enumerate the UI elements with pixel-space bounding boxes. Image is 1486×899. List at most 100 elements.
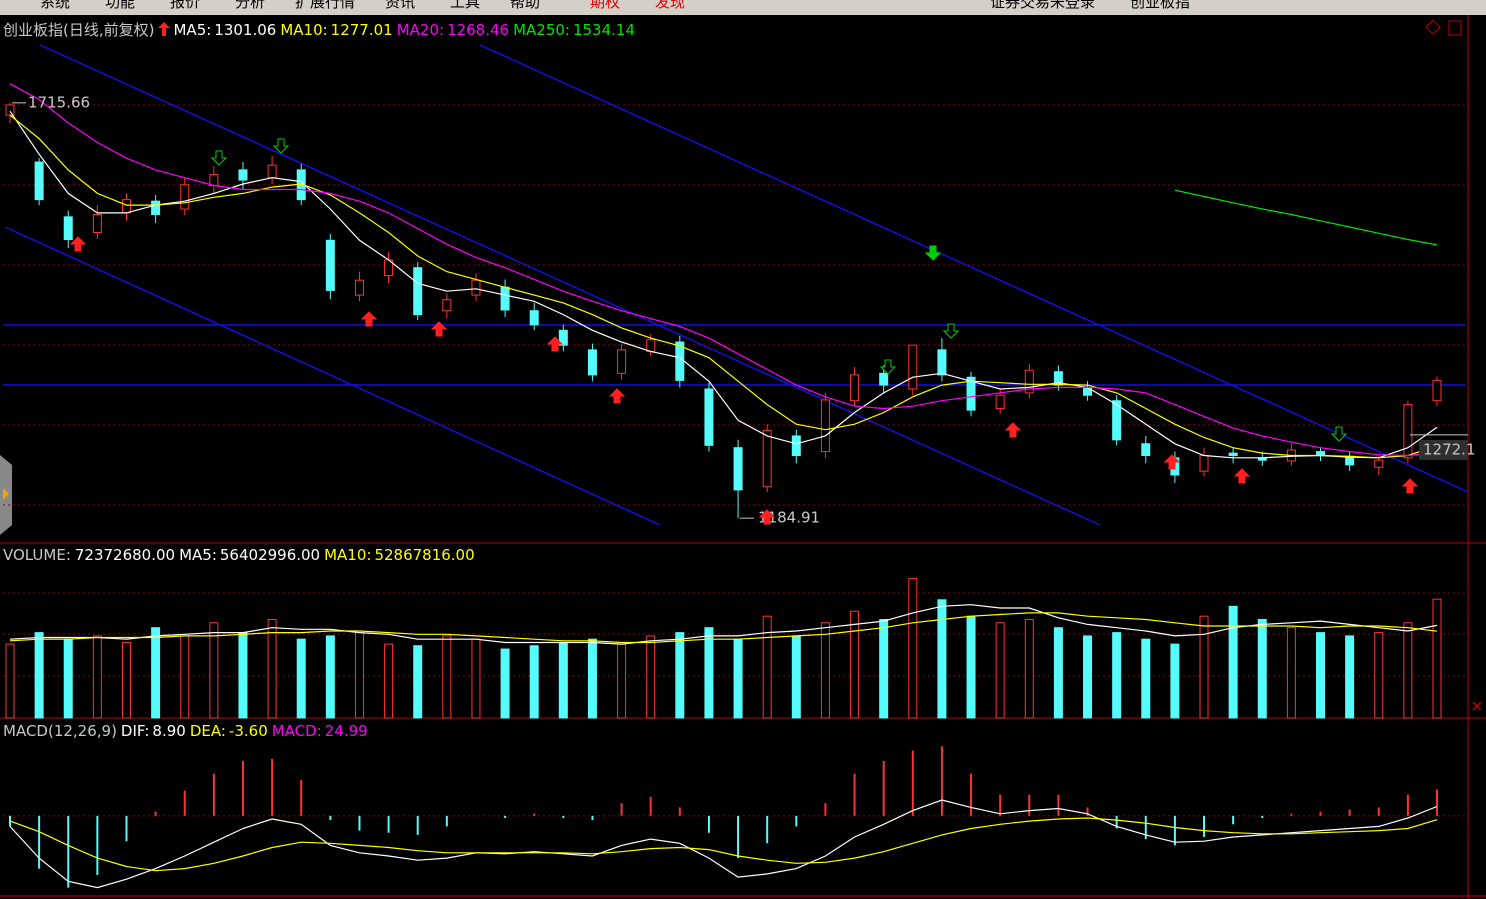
channel-line [4, 226, 661, 526]
signal-arrow [758, 509, 776, 525]
menu-bar: 系统 功能 报价 分析 扩展行情 资讯 工具 帮助 期权 发现 证券交易未登录 创业板指 [0, 0, 1486, 15]
menu-item[interactable]: 功能 [105, 0, 136, 11]
volume-bar [500, 648, 510, 719]
volume-bar [121, 641, 131, 719]
volume-bar [587, 638, 597, 719]
volume-bar [413, 645, 423, 719]
volume-bar [34, 632, 44, 719]
candle-body [1024, 369, 1034, 394]
volume-bar [209, 622, 219, 719]
candle-body [558, 329, 568, 346]
candle-body [1112, 400, 1122, 441]
candle-body [1053, 371, 1063, 386]
indicator-name: MA250: [513, 21, 570, 39]
volume-bar [646, 635, 656, 719]
candle-body [354, 279, 364, 296]
indicator-value: -3.60 [228, 722, 268, 740]
menu-item[interactable]: 报价 [170, 0, 201, 11]
volume-bar [675, 632, 685, 719]
volume-bar [1053, 627, 1063, 719]
signal-arrow [1401, 478, 1419, 494]
menu-item[interactable]: 分析 [235, 0, 266, 11]
volume-bar [617, 643, 627, 719]
volume-bar [180, 635, 190, 719]
indicator-value: 72372680.00 [74, 546, 176, 564]
volume-bar [63, 638, 73, 719]
volume-bar [1141, 638, 1151, 719]
candle-body [820, 399, 830, 453]
indicator-value: 56402996.00 [219, 546, 321, 564]
volume-bar [908, 577, 918, 719]
volume-bar [558, 641, 568, 719]
chart: ✕ 1715.66 1184.91 1272.1 [0, 15, 1486, 899]
volume-bar [267, 618, 277, 719]
candle-body [238, 169, 248, 181]
volume-bar [354, 632, 364, 719]
candle-body [733, 447, 743, 491]
volume-bar [5, 643, 15, 719]
candle-body [675, 341, 685, 381]
symbol-name: 创业板指 [1130, 0, 1191, 11]
indicator-name: DEA: [189, 722, 226, 740]
signal-arrow [1163, 454, 1181, 470]
candle-body [850, 374, 860, 402]
candle-body [500, 286, 510, 311]
volume-bar [704, 627, 714, 719]
indicator-name: MA10: [280, 21, 328, 39]
volume-header: VOLUME: 72372680.00 MA5: 56402996.00 MA10: 52… [3, 546, 479, 564]
volume-bar [471, 638, 481, 719]
volume-bar [1286, 627, 1296, 719]
volume-bar [733, 638, 743, 719]
candle-body [151, 200, 161, 215]
volume-bar [1257, 618, 1267, 719]
menu-item[interactable]: 期权 [590, 0, 621, 11]
volume-bar [92, 635, 102, 719]
candle-body [180, 184, 190, 210]
ma-line [9, 604, 1438, 645]
indicator-value: 1268.46 [447, 21, 510, 39]
panel-title: 创业板指(日线,前复权) [3, 21, 155, 39]
candle-body [704, 388, 714, 446]
channel-line [479, 44, 1469, 493]
close-icon[interactable]: ✕ [1471, 698, 1484, 716]
signal-icon [158, 22, 171, 36]
volume-bar [1345, 635, 1355, 719]
login-status: 证券交易未登录 [990, 0, 1096, 11]
candle-body [63, 216, 73, 241]
candle-body [442, 299, 452, 312]
indicator-value: 1534.14 [572, 21, 635, 39]
candle-body [937, 349, 947, 376]
candle-body [1141, 443, 1151, 456]
menu-item[interactable]: 扩展行情 [295, 0, 356, 11]
candle-body [966, 376, 976, 411]
indicator-value: 8.90 [152, 722, 186, 740]
volume-bar [1199, 615, 1209, 719]
volume-bar [1403, 622, 1413, 719]
indicator-value: 1301.06 [214, 21, 277, 39]
menu-item[interactable]: 系统 [40, 0, 71, 11]
candle-body [587, 349, 597, 376]
menu-item[interactable]: 工具 [450, 0, 481, 11]
window-icon[interactable] [1448, 20, 1462, 36]
ma-line [9, 799, 1438, 889]
signal-arrow [430, 321, 448, 337]
menu-item[interactable]: 资讯 [385, 0, 416, 11]
signal-arrow [608, 388, 626, 404]
menu-item[interactable]: 帮助 [510, 0, 541, 11]
volume-bar [995, 622, 1005, 719]
window-icon[interactable] [1425, 19, 1441, 35]
volume-bar [1112, 632, 1122, 719]
indicator-name: MACD: [271, 722, 322, 740]
min-price-label: 1184.91 [758, 509, 820, 527]
ma-line [1174, 189, 1438, 246]
candle-body [1228, 452, 1238, 456]
signal-arrow [69, 236, 87, 252]
ma-line [9, 110, 1438, 459]
candle-body [1374, 459, 1384, 468]
signal-arrow [546, 336, 564, 352]
menu-item[interactable]: 发现 [655, 0, 686, 11]
last-price-label: 1272.1 [1423, 440, 1476, 458]
channel-line [39, 44, 1101, 526]
side-tab-arrow[interactable] [3, 488, 9, 500]
volume-bar [238, 632, 248, 719]
